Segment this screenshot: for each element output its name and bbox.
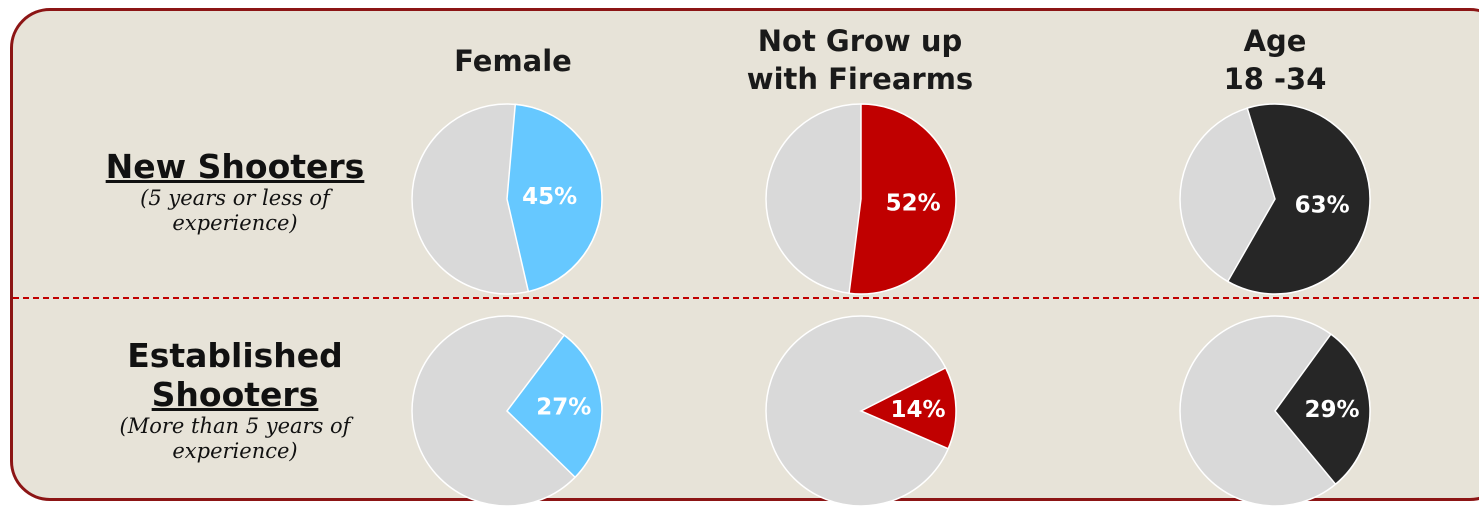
pie-slice-new-not-grow-up: [848, 103, 957, 295]
pie-slice-established-not-grow-up: [859, 366, 957, 450]
row-subtitle-new-shooters-2: experience): [172, 211, 298, 235]
row-title-new-shooters: New Shooters: [105, 147, 365, 186]
pie-label-established-not-grow-up: 14%: [890, 397, 945, 423]
pie-label-established-female: 27%: [536, 395, 591, 421]
pie-label-new-not-grow-up: 52%: [886, 190, 941, 216]
pie-slice-established-age: [1274, 333, 1371, 486]
row-subtitle-established-2: experience): [172, 439, 298, 463]
pie-label-established-age: 29%: [1304, 397, 1359, 423]
column-header-female: Female: [454, 44, 572, 78]
row-title-established-line1: Established: [127, 336, 343, 375]
row-label-established-shooters: Established Shooters (More than 5 years …: [40, 336, 430, 464]
pie-slice-new-age: [1226, 103, 1371, 295]
pie-slice-new-female: [506, 103, 603, 293]
column-header-not-grow-up: Not Grow up with Firearms: [746, 24, 974, 96]
pie-slice-established-female: [506, 334, 603, 479]
row-divider: [13, 297, 1479, 299]
row-subtitle-new-shooters-1: (5 years or less of: [140, 186, 330, 210]
row-label-new-shooters: New Shooters (5 years or less of experie…: [40, 147, 430, 236]
column-header-age: Age 18 -34: [1223, 24, 1327, 96]
pie-label-new-age: 63%: [1295, 192, 1350, 218]
row-subtitle-established-1: (More than 5 years of: [119, 414, 351, 438]
pie-label-new-female: 45%: [522, 184, 577, 210]
row-title-established-line2: Shooters: [151, 375, 319, 414]
